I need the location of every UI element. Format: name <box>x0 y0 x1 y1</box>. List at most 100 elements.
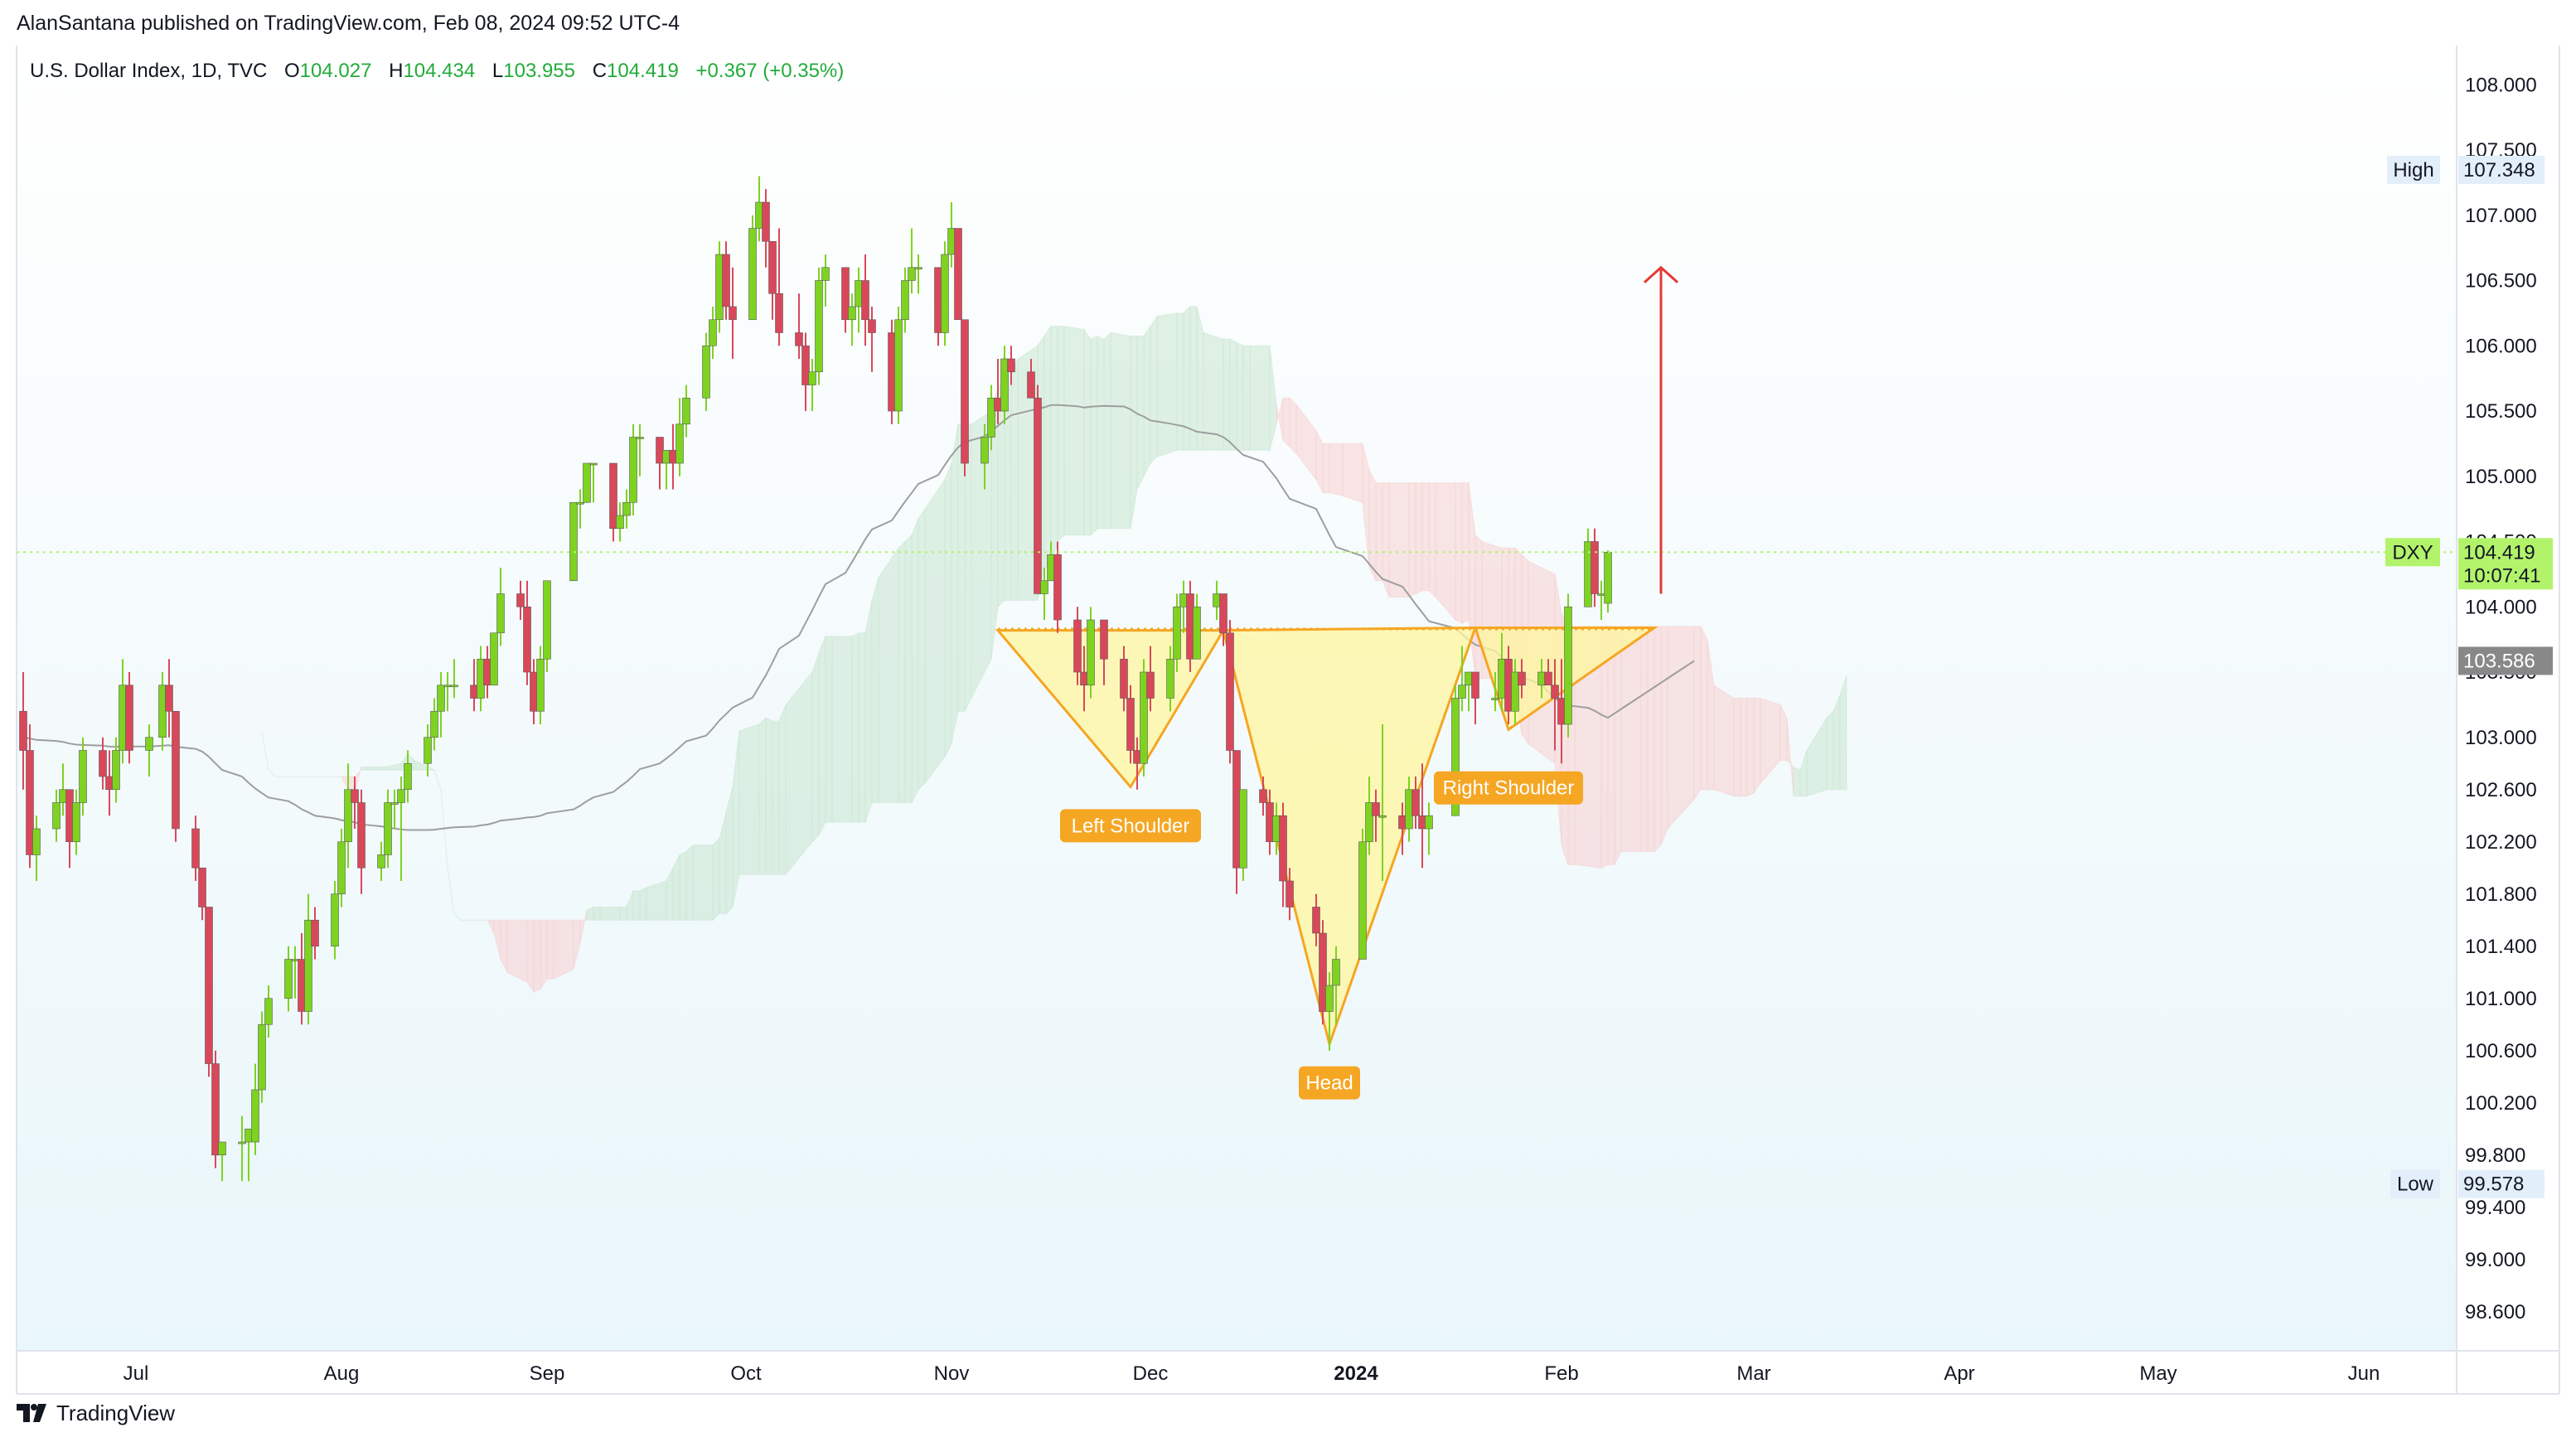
candle <box>1193 593 1201 660</box>
candle-body <box>516 593 525 607</box>
candle-body <box>384 802 392 855</box>
candle-body <box>1120 658 1128 699</box>
price-axis[interactable]: 108.000107.500107.000106.500106.000105.5… <box>2465 74 2537 1323</box>
candle-body <box>729 306 737 321</box>
candle <box>888 319 896 424</box>
candle-body <box>934 267 942 333</box>
candle-body <box>616 515 624 530</box>
cloud-segment <box>825 636 833 823</box>
time-tick-label: Apr <box>1944 1362 1974 1385</box>
cloud-segment <box>1833 694 1841 791</box>
candle-body <box>888 332 896 412</box>
candle-body <box>536 658 545 712</box>
candle <box>1491 672 1499 712</box>
candle <box>1551 659 1559 751</box>
cloud-segment <box>1435 482 1456 622</box>
cloud-segment <box>1753 698 1761 795</box>
ichimoku-cloud <box>261 305 1847 994</box>
candle-body <box>795 332 803 346</box>
candle <box>337 829 346 907</box>
cloud-segment <box>1156 312 1178 457</box>
candle <box>258 1011 266 1103</box>
candle-body <box>576 501 584 505</box>
cloud-segment <box>1110 331 1131 530</box>
candle-body <box>1126 698 1135 751</box>
candle <box>490 632 498 686</box>
candle-body <box>994 397 1002 412</box>
cloud-segment <box>593 907 601 921</box>
cloud-segment <box>506 919 528 983</box>
svg-text:High: High <box>2393 159 2433 181</box>
candle-body <box>841 267 850 321</box>
candle-body <box>941 254 949 333</box>
cloud-segment <box>1740 698 1748 797</box>
candle-body <box>145 737 153 751</box>
price-tick-label: 103.000 <box>2465 727 2537 749</box>
candle <box>1279 802 1287 907</box>
candle <box>1120 646 1128 712</box>
cloud-segment <box>1050 326 1058 569</box>
candle-body <box>848 306 856 321</box>
high-marker: High 107.348 <box>2387 155 2545 184</box>
candle-body <box>1146 671 1155 699</box>
candle-body <box>702 345 710 399</box>
candle <box>1186 580 1194 672</box>
cloud-segment <box>1388 482 1410 598</box>
candle <box>1372 789 1380 842</box>
price-tick-label: 102.600 <box>2465 779 2537 801</box>
candle <box>1000 346 1009 424</box>
tradingview-footer[interactable]: TradingView <box>17 1401 175 1426</box>
candle-body <box>1213 593 1221 607</box>
svg-text:DXY: DXY <box>2392 541 2433 564</box>
legend-symbol: U.S. Dollar Index, 1D, TVC <box>30 60 267 82</box>
cloud-segment <box>924 478 946 785</box>
cloud-segment <box>1010 358 1019 601</box>
candle <box>191 815 200 881</box>
candle-body <box>656 437 664 464</box>
candle <box>264 985 273 1038</box>
candle <box>1511 659 1519 724</box>
cloud-segment <box>1428 482 1436 598</box>
ohlc-legend: U.S. Dollar Index, 1D, TVC O104.027 H104… <box>30 60 844 82</box>
candle <box>99 737 107 790</box>
candle-body <box>1226 632 1234 751</box>
candle-body <box>821 267 830 281</box>
candle-body <box>1173 606 1181 660</box>
candle-body <box>450 685 458 688</box>
cloud-segment <box>785 670 813 876</box>
cloud-segment <box>772 720 780 875</box>
candle <box>72 789 80 855</box>
cloud-segment <box>1654 626 1662 853</box>
candle <box>616 502 624 542</box>
candle-body <box>1100 619 1108 660</box>
cloud-segment <box>692 844 714 921</box>
low-marker: Low 99.578 <box>2390 1169 2545 1198</box>
candle-body <box>954 228 962 321</box>
arrow-head <box>1643 265 1679 283</box>
candle-body <box>251 1089 259 1143</box>
candle-body <box>1193 606 1201 660</box>
candle <box>397 777 405 881</box>
candle <box>536 646 545 724</box>
candle-body <box>609 462 617 530</box>
candle-body <box>768 240 777 294</box>
cloud-segment <box>911 518 919 803</box>
cloud-segment <box>1746 698 1755 797</box>
cloud-segment <box>1375 482 1383 582</box>
cloud-segment <box>1620 626 1642 853</box>
svg-text:Low: Low <box>2397 1173 2434 1196</box>
cloud-segment <box>1700 626 1708 791</box>
candle <box>1100 619 1108 685</box>
candle-body <box>357 802 366 869</box>
candle <box>629 423 637 515</box>
price-tick-label: 100.600 <box>2465 1040 2537 1062</box>
cloud-segment <box>414 759 435 771</box>
candle <box>841 267 850 333</box>
time-axis[interactable]: Jul Aug Sep Oct Nov Dec 2024 Feb Mar Apr May Jun <box>123 1362 2380 1385</box>
cloud-segment <box>1282 397 1290 448</box>
cloud-segment <box>831 636 853 823</box>
candle-body <box>377 854 385 869</box>
candle-body <box>470 685 478 699</box>
candle <box>1226 620 1234 764</box>
